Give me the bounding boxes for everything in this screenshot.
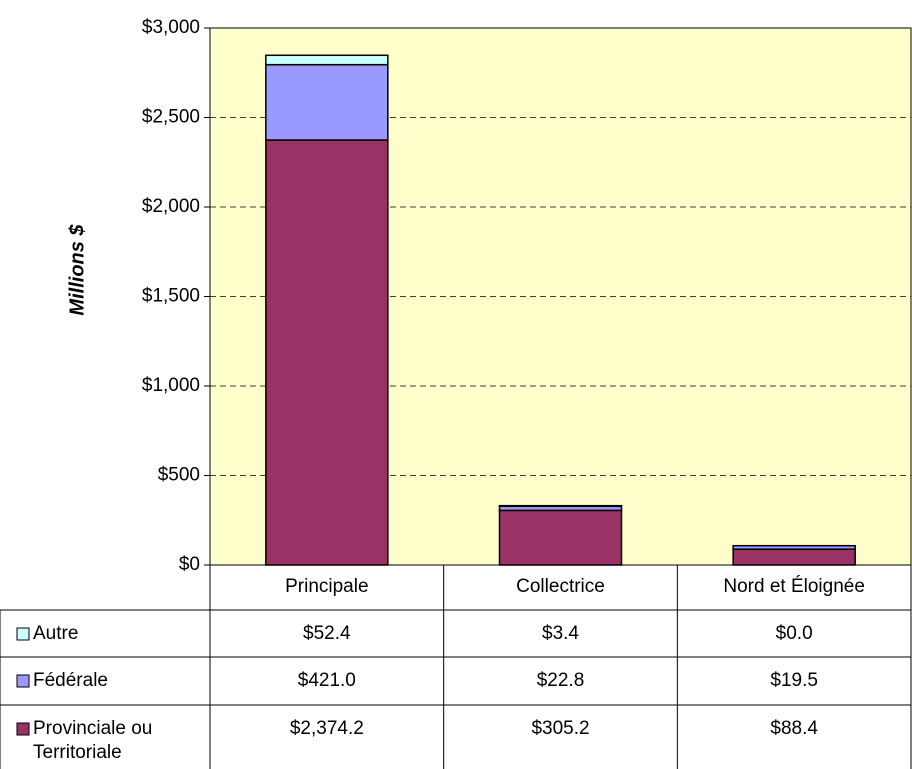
legend-label: Autre xyxy=(33,623,79,644)
x-tick-label: Collectrice xyxy=(516,576,605,597)
legend-swatch xyxy=(16,627,30,641)
value-label: $52.4 xyxy=(303,623,351,644)
legend-label-box: Autre xyxy=(33,623,79,644)
y-axis-label: Millions $ xyxy=(66,224,88,316)
bar-segment xyxy=(498,509,623,566)
value-label: $421.0 xyxy=(298,670,356,691)
y-tick-label: $1,500 xyxy=(142,286,200,307)
bar-segment xyxy=(732,544,856,550)
value-label: $19.5 xyxy=(770,670,818,691)
bar-segment xyxy=(265,139,389,566)
legend-label: Provinciale ou Territoriale xyxy=(33,718,153,763)
y-tick-label: $500 xyxy=(158,465,200,486)
value-label: $3.4 xyxy=(542,623,579,644)
bar-segment xyxy=(732,548,856,566)
bar-segment xyxy=(498,504,623,508)
x-tick-label: Principale xyxy=(285,576,368,597)
value-label: $0.0 xyxy=(776,623,813,644)
legend-swatch xyxy=(16,674,30,688)
legend-label-box: Provinciale ou Territoriale xyxy=(33,718,153,763)
y-tick-label: $2,500 xyxy=(142,107,200,128)
value-label: $305.2 xyxy=(531,718,589,739)
bar-segment xyxy=(265,54,389,66)
x-tick-label: Nord et Éloignée xyxy=(723,576,865,597)
y-tick-label: $2,000 xyxy=(142,196,200,217)
legend-swatch xyxy=(16,722,30,736)
legend-label: Fédérale xyxy=(33,670,108,691)
y-tick-label: $3,000 xyxy=(142,17,200,38)
legend-label-box: Fédérale xyxy=(33,670,108,691)
value-label: $22.8 xyxy=(537,670,585,691)
bar-segment xyxy=(265,63,389,141)
y-tick-label: $0 xyxy=(179,554,200,575)
value-label: $2,374.2 xyxy=(290,718,364,739)
value-label: $88.4 xyxy=(770,718,818,739)
y-tick-label: $1,000 xyxy=(142,375,200,396)
